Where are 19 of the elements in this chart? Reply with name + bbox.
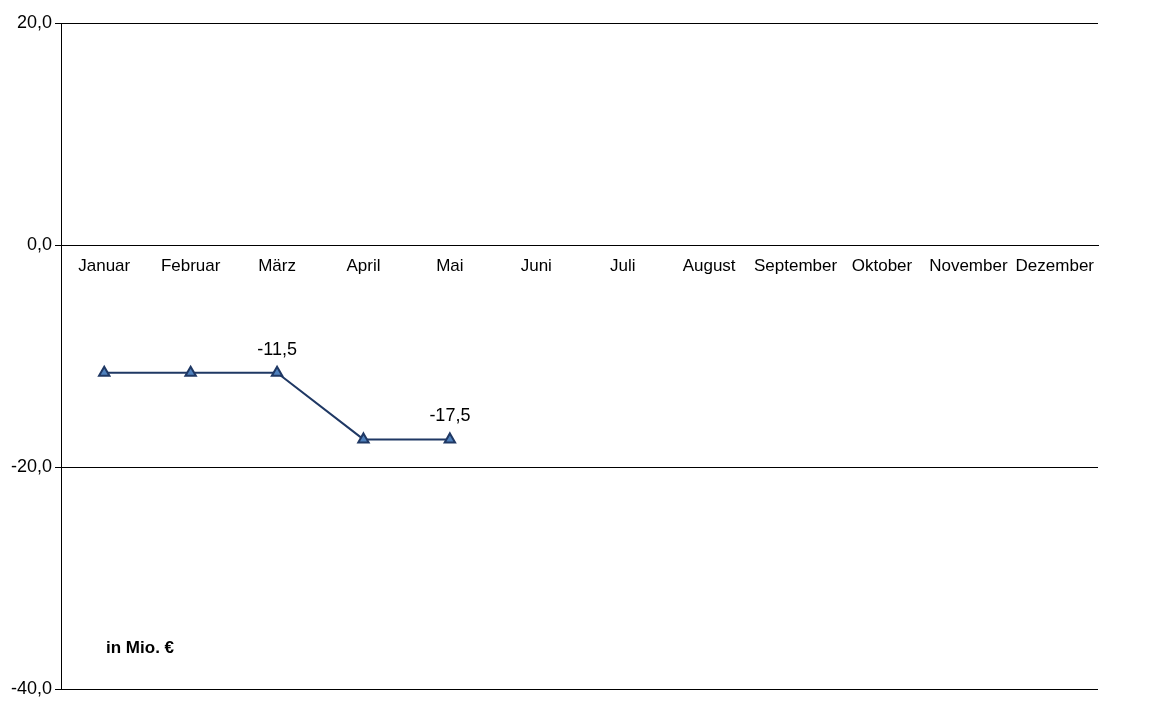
y-tick-label: -40,0 [11, 678, 53, 699]
x-tick-label: April [346, 255, 381, 275]
x-tick-label: September [753, 255, 838, 275]
x-tick-label: Februar [160, 255, 221, 275]
x-tick-label: Oktober [851, 255, 913, 275]
y-tick-label: 20,0 [16, 11, 53, 32]
x-tick-label: Juli [609, 255, 636, 275]
x-tick-label: August [682, 255, 736, 275]
x-tick-label: März [258, 255, 296, 275]
x-tick-label: Juni [520, 255, 552, 275]
x-tick-label: Januar [78, 255, 131, 275]
x-tick-label: November [929, 255, 1008, 275]
data-label: -17,5 [429, 405, 471, 426]
x-tick-label: Dezember [1015, 255, 1095, 275]
annotation: in Mio. € [106, 638, 175, 658]
x-tick-label: Mai [436, 255, 464, 275]
data-label: -11,5 [257, 338, 297, 359]
y-tick-label: -20,0 [11, 456, 53, 477]
y-tick-label: 0,0 [27, 234, 53, 255]
